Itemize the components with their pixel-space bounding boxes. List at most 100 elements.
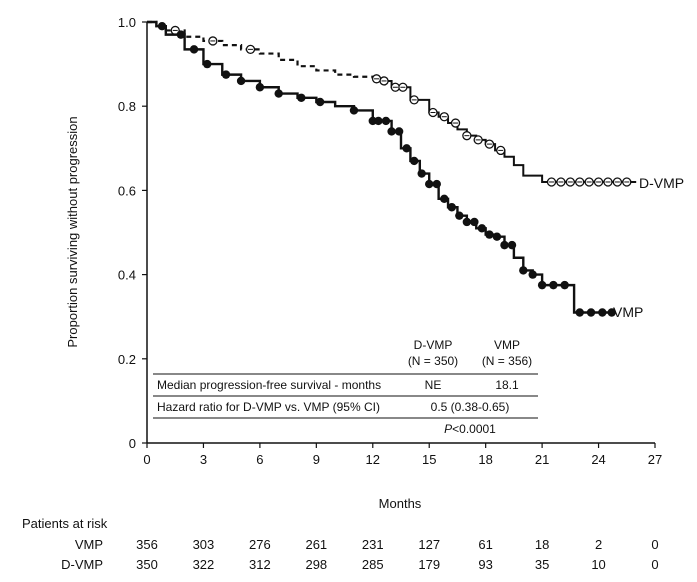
censor-point-vmp [586, 308, 596, 317]
censor-point-vmp [492, 232, 502, 241]
censor-point-vmp [575, 308, 584, 317]
summary-table: D-VMP (N = 350) VMP (N = 356) Median pro… [153, 338, 538, 436]
risk-count: 356 [136, 537, 158, 552]
x-tick-label: 24 [591, 452, 605, 467]
x-tick-label: 3 [200, 452, 207, 467]
risk-count: 303 [193, 537, 215, 552]
censor-point-vmp [462, 217, 472, 227]
risk-count: 350 [136, 557, 158, 572]
risk-table: VMP 356 303 276 261 231 127 61 18 2 0D-VMP 350 322 31… [61, 537, 659, 572]
p-value: <0.0001 [452, 422, 496, 436]
censor-point-vmp [477, 224, 487, 233]
summary-row1-col2: 18.1 [495, 378, 519, 392]
y-tick-label: 1.0 [118, 15, 136, 30]
censor-point-vmp [176, 30, 186, 39]
censor-point-vmp [528, 270, 537, 279]
censor-point-vmp [598, 308, 607, 317]
censor-point-vmp [425, 179, 434, 189]
censor-point-vmp [470, 217, 479, 227]
risk-count: 231 [362, 537, 384, 552]
risk-count: 0 [651, 537, 658, 552]
curve-d-vmp [372, 77, 637, 183]
summary-row1-col1: NE [425, 378, 442, 392]
summary-row2-label: Hazard ratio for D-VMP vs. VMP (95% CI) [157, 400, 380, 414]
x-axis-title: Months [379, 496, 422, 511]
series-label-d-vmp: D-VMP [639, 175, 684, 191]
risk-count: 322 [193, 557, 215, 572]
risk-count: 93 [478, 557, 492, 572]
x-tick-label: 6 [256, 452, 263, 467]
censor-point-vmp [157, 22, 167, 31]
risk-table-title: Patients at risk [22, 516, 108, 531]
risk-count: 0 [651, 557, 658, 572]
censor-point-vmp [203, 59, 212, 69]
censor-point-vmp [440, 194, 449, 204]
censor-point-vmp [500, 240, 509, 250]
summary-col1-header-2: (N = 350) [408, 354, 458, 368]
risk-count: 2 [595, 537, 602, 552]
censor-point-vmp [409, 156, 419, 166]
censor-point-vmp [315, 97, 325, 107]
risk-count: 61 [478, 537, 492, 552]
survival-curves [147, 20, 637, 317]
censor-point-vmp [402, 144, 411, 153]
censor-point-vmp [417, 169, 426, 178]
censor-point-vmp [387, 127, 396, 136]
risk-count: 179 [418, 557, 440, 572]
summary-col2-header-2: (N = 356) [482, 354, 532, 368]
x-tick-label: 18 [478, 452, 492, 467]
y-axis-title: Proportion surviving without progression [65, 116, 80, 347]
censor-point-vmp [507, 240, 517, 250]
summary-col2-header-1: VMP [494, 338, 520, 352]
risk-count: 10 [591, 557, 605, 572]
summary-row2-value: 0.5 (0.38-0.65) [431, 400, 510, 414]
censor-point-vmp [447, 203, 456, 212]
risk-row-label: D-VMP [61, 557, 103, 572]
x-tick-label: 12 [366, 452, 380, 467]
censor-point-vmp [607, 308, 616, 317]
y-tick-label: 0.4 [118, 268, 136, 283]
censor-point-vmp [221, 70, 231, 79]
censor-point-vmp [485, 230, 494, 239]
y-tick-label: 0 [129, 436, 136, 451]
censor-point-vmp [374, 116, 383, 126]
x-tick-label: 15 [422, 452, 436, 467]
curve-vmp [147, 20, 612, 314]
x-tick-label: 9 [313, 452, 320, 467]
y-tick-label: 0.2 [118, 352, 136, 367]
risk-count: 127 [418, 537, 440, 552]
censor-point-vmp [189, 45, 199, 54]
risk-count: 35 [535, 557, 549, 572]
censor-point-vmp [381, 116, 391, 126]
censor-point-vmp [560, 280, 569, 290]
summary-pvalue: P<0.0001 [444, 422, 496, 436]
censor-point-vmp [537, 280, 547, 290]
x-tick-label: 27 [648, 452, 662, 467]
risk-count: 285 [362, 557, 384, 572]
censor-point-vmp [236, 76, 246, 86]
censor-point-vmp [455, 211, 464, 220]
x-tick-label: 21 [535, 452, 549, 467]
censor-point-vmp [519, 266, 528, 275]
risk-row-label: VMP [75, 537, 103, 552]
x-axis-ticks: 0 3 6 9 12 15 18 21 24 27 [143, 443, 662, 467]
summary-col1-header-1: D-VMP [414, 338, 453, 352]
risk-count: 312 [249, 557, 271, 572]
censor-point-vmp [549, 280, 558, 290]
risk-count: 276 [249, 537, 271, 552]
y-tick-label: 0.8 [118, 99, 136, 114]
censor-point-vmp [394, 127, 404, 136]
censor-point-vmp [349, 106, 359, 115]
censor-point-vmp [274, 89, 283, 98]
risk-count: 18 [535, 537, 549, 552]
risk-count: 261 [305, 537, 327, 552]
y-tick-label: 0.6 [118, 183, 136, 198]
y-axis-ticks: 0 0.2 0.4 0.6 0.8 1.0 [118, 15, 147, 451]
censor-point-vmp [297, 93, 306, 102]
censor-point-vmp [432, 179, 441, 189]
summary-row1-label: Median progression-free survival - month… [157, 378, 381, 392]
risk-count: 298 [305, 557, 327, 572]
series-label-vmp: VMP [613, 304, 643, 320]
x-tick-label: 0 [143, 452, 150, 467]
